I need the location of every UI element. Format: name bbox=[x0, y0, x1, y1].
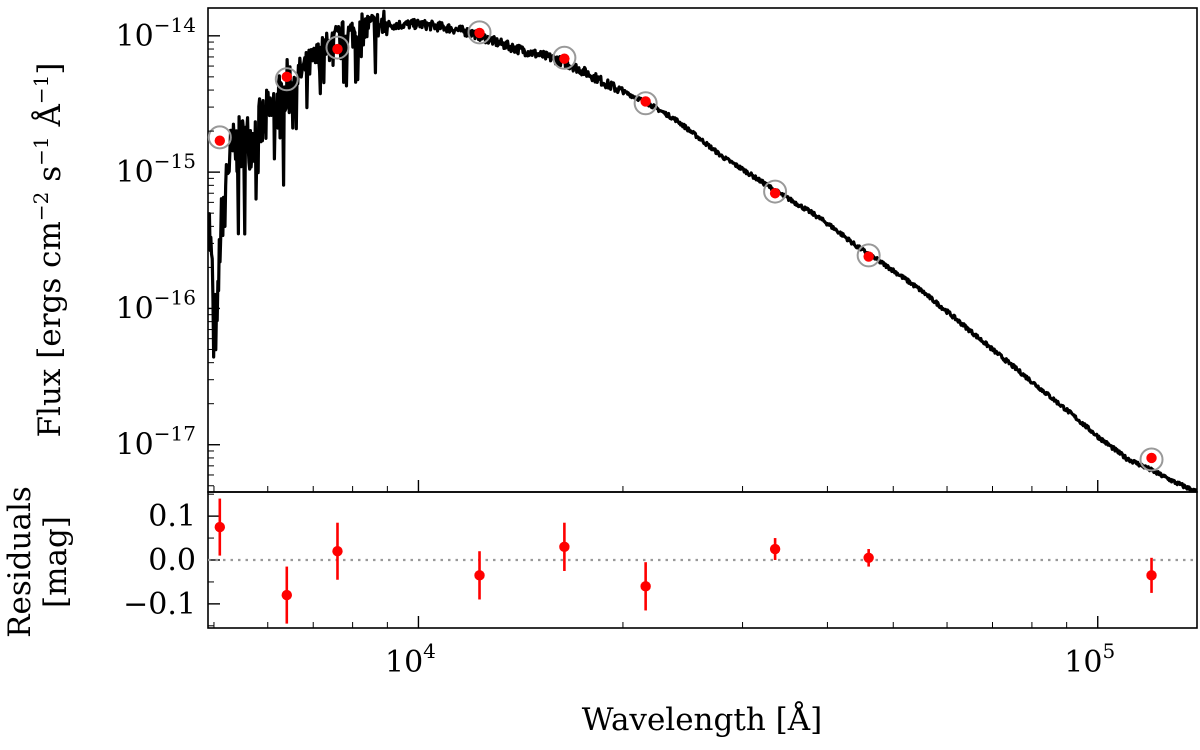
observed-flux-point bbox=[640, 96, 651, 107]
observed-flux-point bbox=[332, 43, 343, 55]
residual-point bbox=[332, 546, 343, 557]
residual-tick-label: −0.1 bbox=[123, 587, 196, 622]
observed-flux-point bbox=[863, 251, 874, 262]
flux-tick-base: 10 bbox=[116, 155, 154, 190]
residuals-axis-label-line2: [mag] bbox=[38, 516, 74, 608]
flux-tick-base: 10 bbox=[116, 291, 154, 326]
model-photometry-circle bbox=[207, 125, 232, 150]
model-photometry-circle bbox=[552, 45, 577, 70]
flux-tick-label: 10−15 bbox=[116, 149, 196, 190]
flux-axis-label: Flux [ergs cm−2 s−1 Å−1] bbox=[29, 63, 68, 438]
wavelength-tick-base: 10 bbox=[385, 645, 423, 680]
residual-point bbox=[474, 570, 485, 581]
flux-tick-exponent: −14 bbox=[154, 13, 196, 37]
flux-label-exp2: −1 bbox=[29, 136, 53, 165]
observed-flux-point bbox=[769, 188, 781, 199]
residual-point bbox=[1146, 570, 1157, 581]
wavelength-tick-label: 104 bbox=[385, 639, 436, 680]
flux-label-part-d: ] bbox=[32, 63, 68, 75]
model-photometry-circle bbox=[274, 67, 299, 92]
residual-tick-label: 0.0 bbox=[148, 543, 196, 578]
wavelength-axis-label: Wavelength [Å] bbox=[582, 700, 822, 738]
flux-tick-label: 10−14 bbox=[116, 13, 196, 54]
flux-tick-exponent: −17 bbox=[154, 422, 196, 446]
flux-label-exp3: −1 bbox=[29, 75, 53, 104]
flux-label-part-a: Flux [ergs cm bbox=[32, 221, 68, 437]
flux-tick-label: 10−16 bbox=[116, 285, 196, 326]
residual-point bbox=[281, 589, 292, 601]
flux-tick-base: 10 bbox=[116, 19, 154, 54]
observed-flux-point bbox=[559, 53, 570, 64]
model-photometry-circle bbox=[633, 91, 658, 116]
wavelength-tick-label: 105 bbox=[1064, 639, 1115, 680]
observed-flux-point bbox=[474, 27, 485, 39]
observed-flux-point bbox=[214, 135, 226, 146]
residual-point bbox=[214, 521, 226, 533]
residual-point bbox=[863, 552, 874, 564]
residual-point bbox=[769, 543, 781, 555]
residuals-axis-label-line1: Residuals bbox=[2, 486, 38, 638]
residual-point bbox=[559, 541, 570, 553]
observed-flux-point bbox=[281, 71, 292, 83]
model-photometry-circle bbox=[1139, 447, 1164, 472]
model-photometry-circle bbox=[467, 20, 492, 45]
flux-tick-base: 10 bbox=[116, 428, 154, 463]
flux-label-exp1: −2 bbox=[29, 192, 53, 221]
flux-tick-label: 10−17 bbox=[116, 422, 196, 463]
model-photometry-circle bbox=[325, 35, 350, 60]
flux-tick-exponent: −15 bbox=[154, 149, 196, 173]
residual-point bbox=[640, 581, 651, 592]
wavelength-tick-base: 10 bbox=[1064, 645, 1102, 680]
observed-flux-point bbox=[1146, 452, 1157, 464]
wavelength-tick-exponent: 4 bbox=[423, 639, 436, 663]
wavelength-tick-exponent: 5 bbox=[1102, 639, 1115, 663]
model-spectrum-line bbox=[208, 9, 1197, 492]
model-photometry-circle bbox=[856, 243, 881, 268]
residual-tick-label: 0.1 bbox=[148, 499, 196, 534]
flux-label-part-c: Å bbox=[30, 104, 68, 137]
model-photometry-circle bbox=[763, 179, 788, 204]
flux-label-part-b: s bbox=[32, 166, 68, 192]
flux-tick-exponent: −16 bbox=[154, 285, 196, 309]
